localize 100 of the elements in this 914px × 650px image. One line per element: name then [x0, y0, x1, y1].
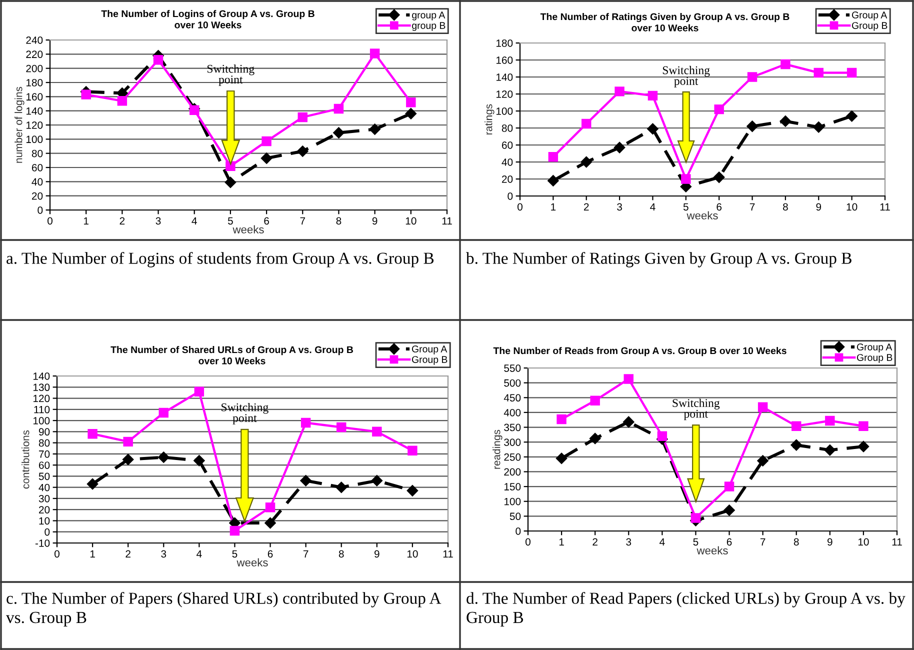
y-tick-label: 40: [38, 484, 50, 492]
y-tick-label: 100: [33, 417, 50, 424]
y-tick-label: 160: [26, 93, 43, 101]
x-tick-label: 6: [726, 538, 732, 546]
annotation: Switching point: [662, 66, 710, 88]
x-tick-label: 11: [892, 538, 902, 546]
y-tick-label: 150: [504, 483, 521, 490]
x-tick-label: 9: [828, 538, 832, 546]
point: [582, 118, 592, 129]
point: [724, 504, 735, 516]
x-tick-label: 1: [559, 538, 564, 546]
x-axis-title: weeks: [686, 211, 718, 220]
point: [86, 478, 98, 490]
y-tick-label: 140: [33, 372, 50, 380]
point: [265, 502, 276, 512]
y-tick-label: 500: [504, 379, 521, 387]
point: [370, 48, 380, 58]
x-tick-label: 1: [84, 217, 88, 224]
x-tick-label: 8: [794, 538, 799, 546]
y-tick-label: 50: [510, 512, 521, 520]
chart-title: The Number of Shared URLs of Group A vs. Group B over 10 Weeks: [110, 346, 354, 364]
point: [298, 112, 308, 122]
point: [372, 426, 382, 437]
x-tick-label: 3: [161, 550, 166, 558]
y-axis-title: readings: [492, 430, 502, 469]
y-tick-label: 90: [38, 428, 50, 436]
y-tick-label: 20: [38, 506, 50, 514]
legend-label: Group B: [856, 354, 892, 363]
y-tick-label: -10: [35, 540, 50, 547]
point: [300, 418, 311, 428]
y-tick-label: 80: [38, 439, 50, 447]
point: [757, 455, 768, 466]
x-tick-label: 10: [406, 217, 416, 225]
point: [369, 124, 380, 135]
y-tick-label: 250: [504, 453, 521, 461]
x-axis-title: weeks: [236, 558, 268, 566]
point: [194, 386, 204, 396]
y-tick-label: 70: [39, 450, 50, 458]
point: [260, 152, 272, 164]
point: [624, 374, 634, 384]
x-tick-label: 9: [372, 217, 378, 225]
legend-label: group A: [412, 12, 446, 20]
x-tick-label: 10: [858, 538, 869, 546]
point: [614, 86, 624, 96]
y-tick-label: 60: [39, 462, 50, 469]
point: [262, 136, 272, 146]
x-axis-title: weeks: [232, 225, 264, 234]
y-tick-label: 10: [39, 517, 50, 525]
x-tick-label: 1: [551, 203, 556, 210]
y-tick-label: 220: [26, 50, 43, 58]
y-tick-label: 240: [26, 36, 43, 44]
x-tick-label: 4: [660, 538, 665, 546]
x-tick-label: 0: [526, 538, 530, 546]
x-tick-label: 2: [592, 538, 598, 546]
point: [790, 439, 802, 451]
point: [297, 146, 308, 157]
y-tick-label: 300: [504, 438, 521, 446]
y-tick-label: 140: [496, 74, 513, 81]
point: [264, 517, 276, 529]
y-tick-label: 130: [33, 384, 50, 392]
x-tick-label: 8: [783, 203, 788, 211]
point: [813, 122, 824, 133]
y-tick-label: 450: [504, 394, 521, 402]
y-axis-title: contributions: [22, 430, 30, 489]
point: [846, 110, 858, 122]
legend-label: Group A: [412, 346, 448, 354]
x-tick-label: 11: [443, 550, 453, 558]
y-tick-label: 0: [508, 192, 513, 200]
y-tick-label: 80: [502, 124, 513, 132]
y-tick-label: 160: [496, 56, 513, 64]
y-tick-label: 60: [502, 142, 513, 149]
chart-title: The Number of Reads from Group A vs. Group B over 10 Weeks: [493, 347, 786, 356]
y-tick-label: 20: [502, 176, 513, 183]
x-tick-label: 7: [303, 550, 308, 558]
x-tick-label: 4: [196, 550, 202, 558]
y-tick-label: 100: [504, 498, 521, 506]
point: [657, 431, 668, 442]
point: [158, 408, 168, 418]
y-tick-label: 400: [504, 408, 521, 416]
y-tick-label: 20: [32, 192, 43, 200]
chart-title: The Number of Ratings Given by Group A vs. Group B over 10 Weeks: [540, 13, 790, 32]
point: [814, 68, 824, 78]
y-tick-label: 0: [516, 528, 521, 535]
x-tick-label: 11: [880, 203, 890, 210]
point: [194, 455, 205, 466]
point: [580, 156, 592, 168]
x-tick-label: 8: [338, 550, 344, 558]
x-tick-label: 1: [90, 550, 95, 558]
point: [780, 59, 790, 70]
point: [714, 104, 724, 114]
y-tick-label: 350: [504, 424, 521, 432]
point: [792, 421, 802, 431]
point: [589, 432, 601, 444]
x-tick-label: 4: [650, 203, 656, 210]
y-tick-label: 100: [26, 136, 43, 144]
x-tick-label: 6: [716, 203, 722, 211]
chart-title: The Number of Logins of Group A vs. Group B over 10 Weeks: [101, 10, 314, 28]
point: [713, 172, 725, 183]
x-tick-label: 4: [192, 217, 197, 224]
y-tick-label: 120: [33, 394, 50, 402]
